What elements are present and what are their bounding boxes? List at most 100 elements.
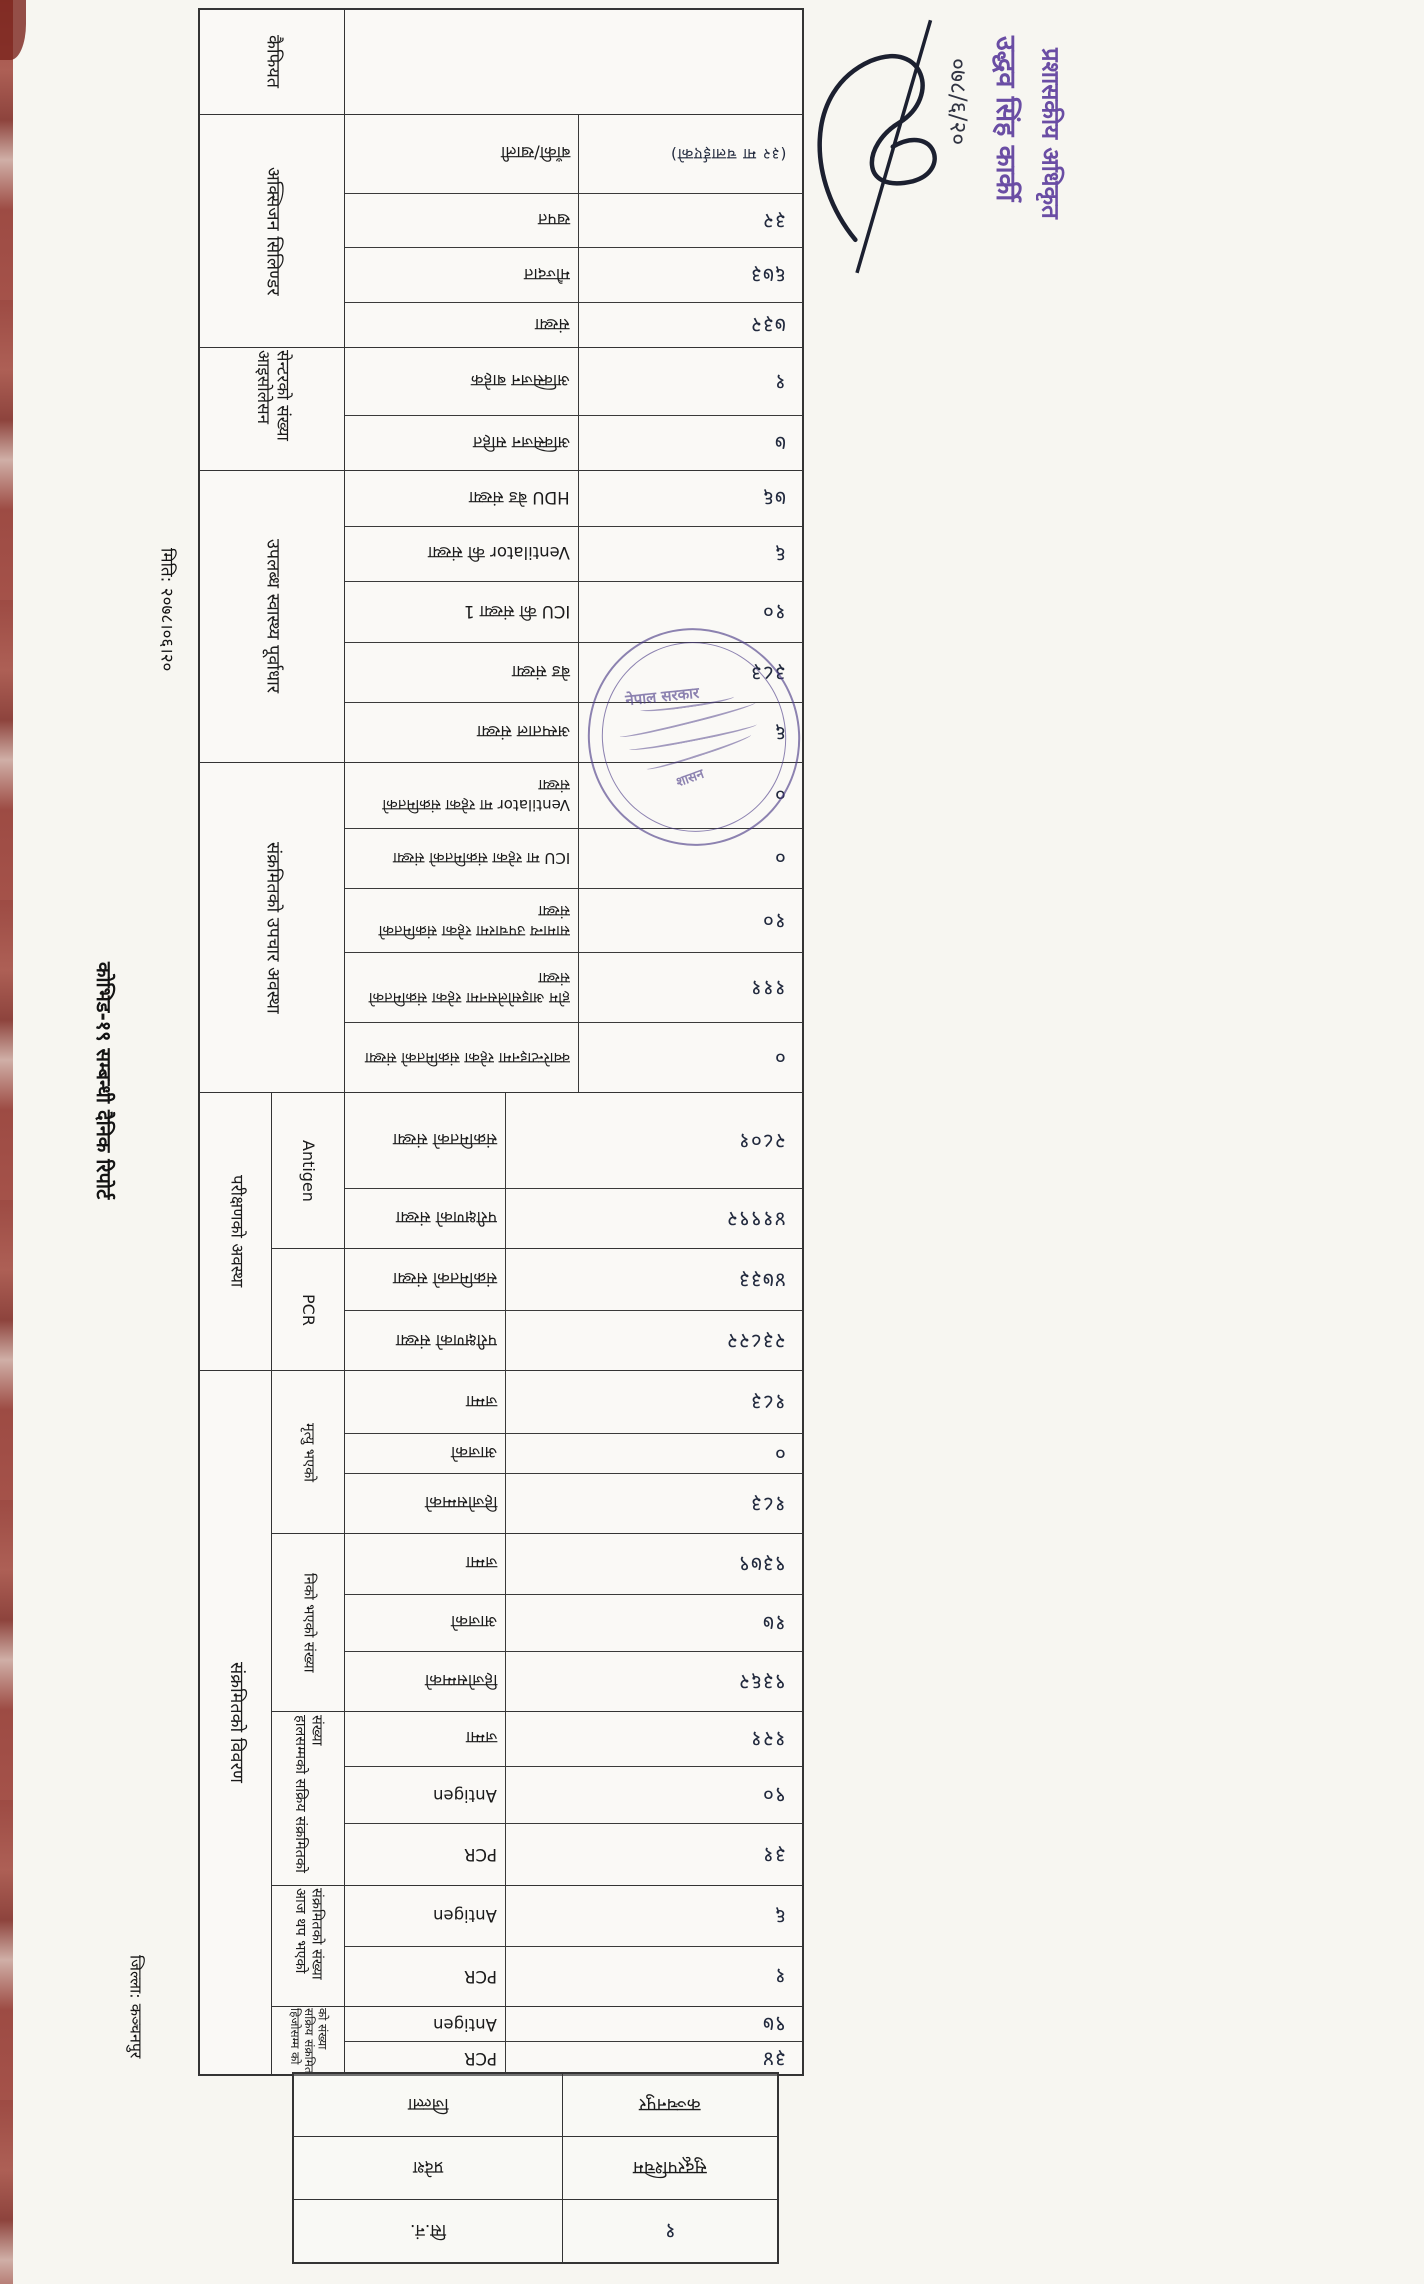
section-treatment-status: संक्रमितको उपचार अवस्था Ventilator मा रह… xyxy=(200,762,802,1092)
row-label: अक्सिजन सहित xyxy=(472,432,570,452)
row-label: संख्या xyxy=(535,314,570,334)
section-header-remarks-text: कैफियत xyxy=(262,35,284,89)
row-value: ४१९९२ xyxy=(505,1189,802,1248)
row-value: ६ xyxy=(578,526,802,581)
section-isolation-centers: आइसोलेसन सेन्टरको संख्या अक्सिजन बाहेक १… xyxy=(200,347,802,470)
table-row: संख्या ७३२ xyxy=(345,302,802,347)
table-row: PCR १ xyxy=(345,1945,802,2006)
row-value: १७ xyxy=(505,1594,802,1652)
table-row: अस्पताल संख्या ६ xyxy=(345,702,802,762)
subsection-active-yesterday: हिजोसम्म को सक्रिय संक्रमित को संख्या An… xyxy=(272,2006,802,2075)
section-health-infrastructure: उपलब्ध स्वास्थ्य पूर्वाधार HDU बेड संख्य… xyxy=(200,470,802,762)
table-row: परीक्षणको संख्या ४१९९२ xyxy=(345,1188,802,1248)
report-date-text: मिति: २०७८।०६।२० xyxy=(156,548,177,672)
page-title-text: कोभिड-१९ सम्बन्धी दैनिक रिपोर्ट xyxy=(92,962,116,1200)
row-value: १ xyxy=(505,1946,802,2006)
row-value: २३८२२ xyxy=(505,1311,802,1371)
table-row: HDU बेड संख्या ७६ xyxy=(345,471,802,526)
row-label: अक्सिजन बाहेक xyxy=(471,371,570,391)
section-header-remarks: कैफियत xyxy=(200,10,345,114)
row-label: क्वारेन्टाइनमा रहेका संक्रमितको संख्या xyxy=(364,1048,570,1067)
subsection-new-today: आज थप भएको संक्रमितको संख्या Antigen ६ P… xyxy=(272,1885,802,2006)
subsection-header-active-total: हालसम्मको सक्रिय संक्रमितको संख्या xyxy=(272,1712,345,1885)
table-row: अक्सिजन बाहेक १ xyxy=(345,348,802,416)
section-testing-status: परीक्षणको अवस्था Antigen संक्रमितको संख्… xyxy=(200,1092,802,1371)
table-row: Antigen ९७ xyxy=(345,2007,802,2042)
district-margin-label: जिल्ला: कञ्चनपुर xyxy=(126,1955,145,2130)
subsection-active-total: हालसम्मको सक्रिय संक्रमितको संख्या जम्मा… xyxy=(272,1711,802,1885)
table-row: जम्मा १८३ xyxy=(345,1371,802,1433)
table-row: ICU मा रहेका संक्रमितको संख्या ० xyxy=(345,827,802,888)
id-row-value: कञ्चनपुर xyxy=(639,2094,701,2115)
row-value: १८३ xyxy=(505,1371,802,1433)
row-label: आजको xyxy=(450,1612,497,1632)
section-header-treatment-text: संक्रमितको उपचार अवस्था xyxy=(262,841,284,1014)
row-label: HDU बेड संख्या xyxy=(469,487,570,507)
row-value: १ xyxy=(578,348,802,416)
row-label: हिजोसम्मको xyxy=(424,1671,497,1691)
row-label: जम्मा xyxy=(465,1553,497,1573)
row-label: संक्रमितको संख्या xyxy=(392,1269,497,1289)
row-value: १० xyxy=(578,581,802,643)
table-row: जम्मा १२१ xyxy=(345,1712,802,1766)
subsection-header-pcr-text: PCR xyxy=(299,1294,319,1326)
table-row: सि.नं. १ xyxy=(294,2199,777,2262)
table-row: Ventilator मा रहेका संक्रमितको संख्या ० xyxy=(345,763,802,828)
section-header-oxygen: अक्सिजन सिलिण्डर xyxy=(200,115,345,347)
section-infected-details: संक्रमितको विवरण मृत्यु भएको जम्मा १८३ आ… xyxy=(200,1370,802,2075)
handwritten-signature xyxy=(817,19,937,274)
table-row: हिजोसम्मको ९३६२ xyxy=(345,1651,802,1711)
row-value: ३८३ xyxy=(578,643,802,703)
subsection-header-recovered: निको भएको संख्या xyxy=(272,1534,345,1711)
row-value: ६ xyxy=(578,703,802,762)
report-date: मिति: २०७८।०६।२० xyxy=(156,548,177,758)
id-row-label: प्रदेश xyxy=(294,2137,563,2199)
table-row: Antigen ६ xyxy=(345,1886,802,1946)
table-row: सामान्य उपचारमा रहेका संक्रमितको संख्या … xyxy=(345,887,802,953)
row-label: जम्मा xyxy=(465,1391,497,1411)
remarks-empty-cell xyxy=(345,10,802,114)
subsection-deaths: मृत्यु भएको जम्मा १८३ आजको ० हिजोसम्मको xyxy=(272,1371,802,1533)
row-label: Ventilator मा रहेका संक्रमितको संख्या xyxy=(382,776,570,815)
row-label: Antigen xyxy=(433,2014,497,2034)
row-label: परीक्षणको संख्या xyxy=(396,1330,497,1350)
row-label: PCR xyxy=(464,2049,497,2069)
section-oxygen-cylinders: अक्सिजन सिलिण्डर बाँकी/खाली (३२ मा चलाईए… xyxy=(200,114,802,347)
subsection-pcr: PCR संक्रमितको संख्या ४७३३ परीक्षणको संख… xyxy=(272,1248,802,1371)
officer-name-stamp: उद्धव सिंह कार्की xyxy=(990,36,1021,251)
torn-binding-edge xyxy=(0,0,13,2284)
officer-title-stamp: प्रशासकीय अधिकृत xyxy=(1036,48,1065,253)
table-row: संक्रमितको संख्या ४७३३ xyxy=(345,1249,802,1311)
table-row: जिल्ला कञ्चनपुर xyxy=(294,2074,777,2136)
row-label: संक्रमितको संख्या xyxy=(392,1130,497,1149)
section-header-isolation-text: आइसोलेसन सेन्टरको संख्या xyxy=(253,349,293,441)
id-row-value: सुदूरपश्चिम xyxy=(633,2157,707,2178)
row-label: होम आइसोलेसनमा रहेका संक्रमितको संख्या xyxy=(368,968,570,1007)
row-value: ० xyxy=(578,828,802,888)
subsection-header-antigen-text: Antigen xyxy=(299,1139,319,1202)
section-header-isolation: आइसोलेसन सेन्टरको संख्या xyxy=(200,348,345,470)
row-label: PCR xyxy=(464,1845,497,1865)
id-row-label: सि.नं. xyxy=(294,2200,563,2262)
table-row: PCR ३४ xyxy=(345,2041,802,2075)
subsection-recovered: निको भएको संख्या जम्मा ९३७९ आजको १७ हिजो… xyxy=(272,1533,802,1711)
row-label: बेड संख्या xyxy=(511,662,570,682)
subsection-header-new-today-text: आज थप भएको संक्रमितको संख्या xyxy=(292,1887,325,1980)
row-label: Antigen xyxy=(433,1906,497,1926)
row-value: (३२ मा चलाईएको) xyxy=(578,115,802,193)
row-value: ३४ xyxy=(505,2042,802,2075)
district-id-table: जिल्ला कञ्चनपुर प्रदेश सुदूरपश्चिम सि.नं… xyxy=(292,2072,779,2264)
row-label: बाँकी/खाली xyxy=(500,143,570,163)
row-value: ३२ xyxy=(578,193,802,248)
row-value: ० xyxy=(578,763,802,828)
row-value: १११ xyxy=(578,953,802,1023)
subsection-header-active-yesterday-text: हिजोसम्म को सक्रिय संक्रमित को संख्या xyxy=(288,2008,330,2074)
main-report-table: कैफियत अक्सिजन सिलिण्डर बाँकी/खाली (३२ म… xyxy=(198,8,804,2076)
subsection-header-new-today: आज थप भएको संक्रमितको संख्या xyxy=(272,1886,345,2006)
subsection-header-deaths: मृत्यु भएको xyxy=(272,1371,345,1533)
row-value: ४७३३ xyxy=(505,1249,802,1311)
table-row: बाँकी/खाली (३२ मा चलाईएको) xyxy=(345,115,802,193)
row-value: ६७३ xyxy=(578,248,802,303)
table-row: PCR ३१ xyxy=(345,1823,802,1885)
signature-date-text: ०७८/६/२० xyxy=(944,58,971,146)
